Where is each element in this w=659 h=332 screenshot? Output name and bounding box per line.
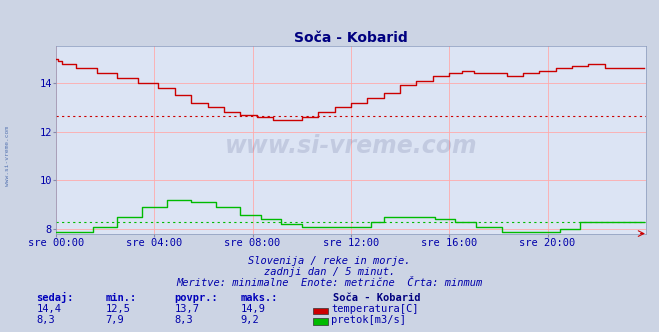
- Text: 8,3: 8,3: [175, 315, 193, 325]
- Text: zadnji dan / 5 minut.: zadnji dan / 5 minut.: [264, 267, 395, 277]
- Text: povpr.:: povpr.:: [175, 293, 218, 303]
- Text: 14,9: 14,9: [241, 304, 266, 314]
- Text: www.si-vreme.com: www.si-vreme.com: [5, 126, 11, 186]
- Text: Slovenija / reke in morje.: Slovenija / reke in morje.: [248, 256, 411, 266]
- Text: min.:: min.:: [105, 293, 136, 303]
- Text: 13,7: 13,7: [175, 304, 200, 314]
- Text: sedaj:: sedaj:: [36, 292, 74, 303]
- Text: www.si-vreme.com: www.si-vreme.com: [225, 134, 477, 158]
- Text: maks.:: maks.:: [241, 293, 278, 303]
- Text: 7,9: 7,9: [105, 315, 124, 325]
- Text: pretok[m3/s]: pretok[m3/s]: [331, 315, 407, 325]
- Text: Meritve: minimalne  Enote: metrične  Črta: minmum: Meritve: minimalne Enote: metrične Črta:…: [177, 278, 482, 288]
- Text: Soča - Kobarid: Soča - Kobarid: [333, 293, 420, 303]
- Text: 14,4: 14,4: [36, 304, 61, 314]
- Text: 9,2: 9,2: [241, 315, 259, 325]
- Text: temperatura[C]: temperatura[C]: [331, 304, 419, 314]
- Text: 12,5: 12,5: [105, 304, 130, 314]
- Title: Soča - Kobarid: Soča - Kobarid: [294, 31, 408, 45]
- Text: 8,3: 8,3: [36, 315, 55, 325]
